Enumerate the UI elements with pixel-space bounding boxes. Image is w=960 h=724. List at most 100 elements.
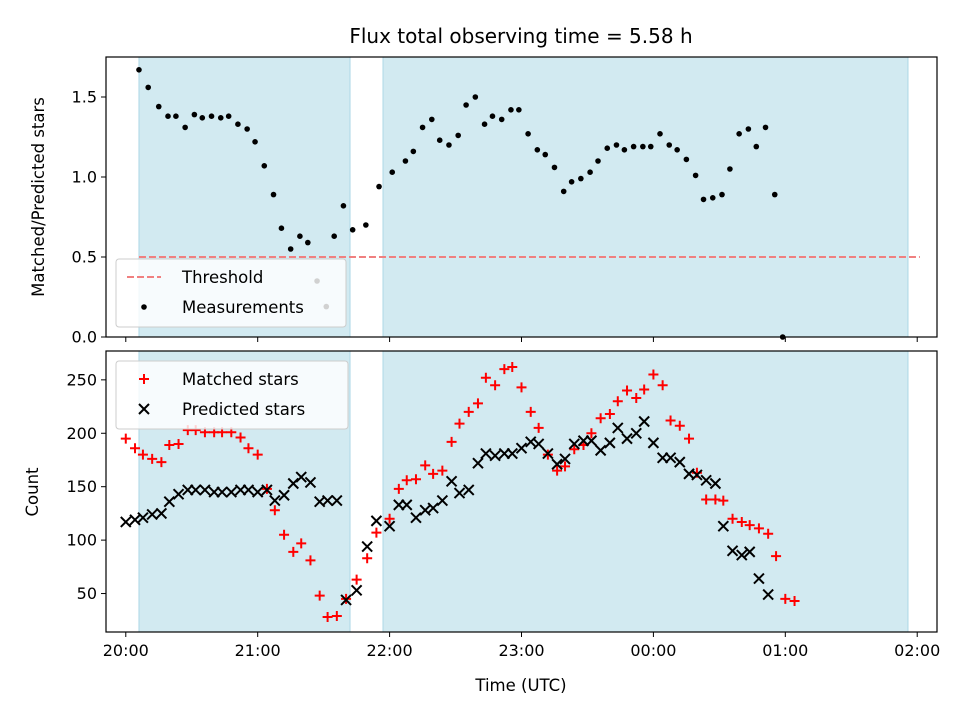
top-measurements-point — [191, 111, 198, 118]
bottom-predicted-stars-point — [463, 484, 475, 496]
bottom-predicted-stars-point — [604, 437, 616, 449]
x-tick-label: 23:00 — [498, 641, 544, 660]
bottom-predicted-stars-point — [726, 545, 739, 557]
bottom-matched-stars-point — [279, 529, 290, 540]
bottom-predicted-stars-point — [251, 486, 264, 498]
top-measurements-point — [534, 147, 541, 153]
bottom-predicted-stars-point — [753, 572, 765, 585]
top-measurements-point — [208, 113, 215, 119]
top-measurements-point — [604, 145, 611, 151]
bottom-predicted-stars-point — [532, 438, 545, 450]
top-measurements-point — [640, 143, 646, 150]
bottom-y-tick-label: 250 — [66, 370, 97, 389]
bottom-predicted-stars-point — [709, 477, 722, 490]
bottom-predicted-stars-point — [419, 504, 431, 516]
x-axis-label: Time (UTC) — [474, 676, 566, 695]
bottom-matched-stars-point — [314, 590, 325, 601]
top-legend: Threshold Measurements — [115, 258, 347, 328]
bottom-predicted-stars-point — [199, 484, 211, 496]
bottom-matched-stars-point — [622, 385, 633, 396]
bottom-predicted-stars-point — [172, 488, 185, 500]
bottom-legend-box — [115, 360, 349, 430]
bottom-matched-stars-point — [322, 612, 333, 623]
top-measurements-point — [578, 175, 584, 182]
top-measurements-point — [155, 103, 162, 110]
bottom-predicted-stars-point — [189, 484, 202, 496]
bottom-predicted-stars-point — [691, 469, 703, 481]
top-legend-label: Threshold — [181, 268, 263, 287]
bottom-predicted-stars-point — [445, 475, 458, 488]
bottom-matched-stars-point — [235, 432, 246, 443]
bottom-predicted-stars-point — [736, 549, 748, 561]
top-measurements-point — [700, 196, 707, 203]
bottom-matched-stars-point — [331, 610, 342, 621]
top-measurements-point — [305, 239, 311, 246]
top-measurements-point — [727, 166, 733, 172]
top-y-tick-label: 1.0 — [72, 168, 97, 187]
top-measurements-point — [287, 246, 294, 252]
bottom-matched-stars-point — [771, 551, 782, 562]
bottom-predicted-stars-point — [261, 484, 273, 496]
bottom-matched-stars-point — [612, 396, 623, 407]
bottom-matched-stars-point — [410, 474, 421, 485]
top-measurements-point — [455, 132, 461, 139]
bottom-matched-stars-point — [684, 433, 695, 444]
bottom-legend-label: Matched stars — [182, 370, 299, 389]
bottom-predicted-stars-point — [559, 453, 571, 465]
bottom-matched-stars-point — [463, 406, 474, 417]
bottom-predicted-stars-point — [146, 508, 158, 521]
top-measurements-point — [376, 183, 382, 190]
top-measurements-point — [145, 84, 152, 91]
bottom-matched-stars-point — [631, 393, 642, 404]
bottom-predicted-stars-point — [436, 494, 449, 507]
legend-measurement-swatch — [141, 304, 147, 310]
bottom-matched-stars-point — [516, 382, 527, 393]
bottom-predicted-stars-point — [340, 594, 352, 606]
bottom-matched-stars-point — [736, 516, 747, 527]
top-measurements-point — [525, 131, 531, 137]
bottom-matched-stars-point — [420, 460, 431, 471]
top-measurements-point — [709, 195, 716, 201]
bottom-matched-stars-point — [507, 362, 518, 373]
bottom-predicted-stars-point — [361, 540, 373, 553]
bottom-matched-stars-point — [362, 553, 373, 564]
bottom-predicted-stars-point — [594, 444, 607, 457]
top-measurements-point — [472, 94, 479, 100]
bottom-matched-stars-point — [371, 527, 382, 538]
legend-predicted-swatch — [138, 403, 150, 415]
top-measurements-point — [182, 124, 188, 131]
top-measurements-point — [736, 131, 742, 137]
bottom-y-tick-label: 200 — [66, 424, 97, 443]
top-measurements-point — [647, 143, 654, 150]
top-measurements-point — [270, 191, 277, 198]
bottom-matched-stars-point — [428, 468, 439, 479]
bottom-matched-stars-point — [639, 384, 650, 395]
bottom-matched-stars-point — [499, 364, 510, 375]
x-tick-label: 22:00 — [367, 641, 413, 660]
bottom-matched-stars-point — [604, 409, 615, 420]
top-measurements-point — [762, 124, 769, 131]
bottom-predicted-stars-point — [242, 484, 255, 496]
top-measurements-point — [173, 113, 179, 119]
bottom-y-tick-label: 100 — [66, 531, 97, 550]
bottom-predicted-stars-point — [515, 442, 528, 454]
bottom-matched-stars-point — [437, 465, 448, 476]
bottom-legend-label: Predicted stars — [182, 400, 305, 419]
bottom-predicted-stars-point — [700, 474, 712, 486]
bottom-matched-stars-point — [480, 372, 491, 383]
bottom-predicted-stars-point — [225, 486, 238, 498]
top-measurements-point — [508, 107, 514, 113]
bottom-matched-stars-point — [393, 483, 404, 494]
bottom-predicted-stars-point — [278, 489, 290, 501]
top-measurements-point — [429, 116, 435, 123]
bottom-predicted-stars-point — [137, 511, 149, 524]
top-legend-label: Measurements — [182, 298, 304, 317]
top-measurements-point — [419, 124, 426, 131]
bottom-matched-stars-point — [789, 596, 800, 607]
top-measurements-point — [516, 107, 522, 113]
x-tick-label: 21:00 — [235, 641, 281, 660]
top-measurements-point — [657, 131, 663, 137]
bottom-matched-stars-point — [472, 398, 483, 409]
bottom-predicted-stars-point — [304, 476, 317, 489]
bottom-predicted-stars-point — [638, 415, 650, 428]
